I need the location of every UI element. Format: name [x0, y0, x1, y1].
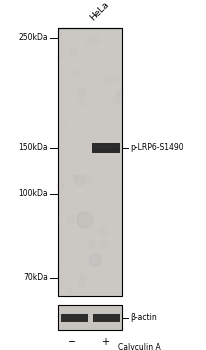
- Circle shape: [89, 254, 101, 266]
- Bar: [61, 314, 88, 322]
- Circle shape: [77, 212, 93, 228]
- Bar: [92, 143, 120, 153]
- Text: +: +: [101, 337, 109, 347]
- Bar: [58, 28, 122, 296]
- Text: Calyculin A: Calyculin A: [118, 343, 161, 350]
- Text: β-actin: β-actin: [130, 314, 157, 322]
- Text: −: −: [68, 337, 76, 347]
- Text: HeLa: HeLa: [88, 0, 111, 22]
- Text: 150kDa: 150kDa: [18, 144, 48, 153]
- Text: 100kDa: 100kDa: [18, 189, 48, 198]
- Text: 70kDa: 70kDa: [23, 273, 48, 282]
- Bar: [93, 314, 120, 322]
- Text: p-LRP6-S1490: p-LRP6-S1490: [130, 144, 184, 153]
- Bar: [58, 305, 122, 330]
- Bar: [93, 145, 119, 148]
- Text: 250kDa: 250kDa: [18, 34, 48, 42]
